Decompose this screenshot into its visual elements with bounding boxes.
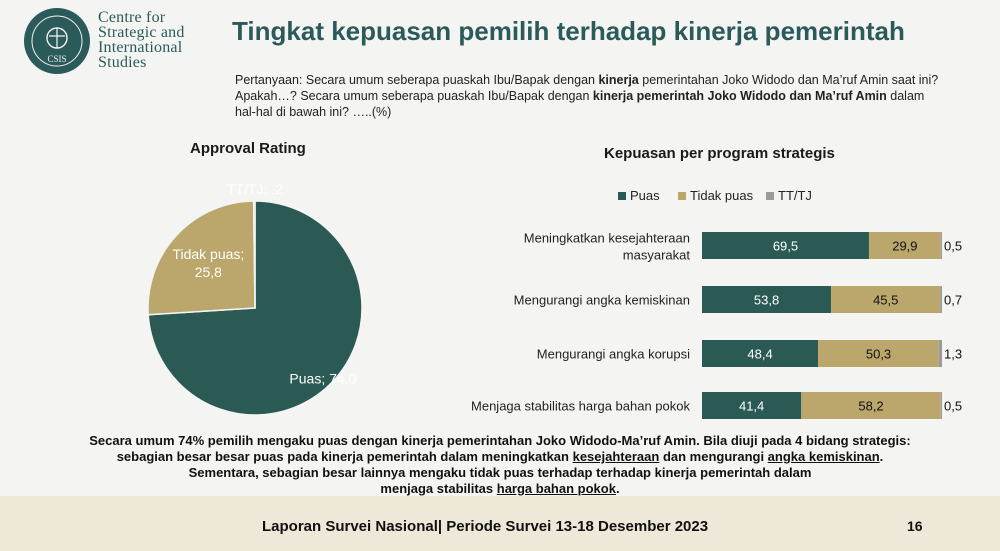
bar-tt-tj-value: 0,5: [944, 239, 962, 254]
summary-text: Secara umum 74% pemilih mengaku puas den…: [10, 433, 990, 497]
logo-line-1: Centre for: [98, 9, 166, 26]
category-label: masyarakat: [623, 248, 691, 263]
summary-underlined: kesejahteraan: [572, 449, 660, 464]
legend-tt-tj-swatch: [766, 192, 774, 200]
pie-label-tidak-puas: Tidak puas;: [172, 246, 244, 262]
question-text: Apakah…? Secara umum seberapa puaskah Ib…: [235, 89, 593, 103]
category-label: Meningkatkan kesejahteraan: [524, 231, 690, 246]
bar-tt-tj: [940, 232, 942, 259]
logo-line-4: Studies: [98, 54, 147, 71]
question-emphasis: kinerja: [598, 73, 639, 87]
bar-puas: [702, 340, 819, 367]
pie-slice-tt-tj: [252, 200, 256, 309]
question-text: Pertanyaan: Secara umum seberapa puaskah…: [235, 73, 599, 87]
pie-label-tidak-puas-value: 25,8: [195, 264, 222, 280]
bar-puas-value: 48,4: [747, 347, 772, 362]
bar-tt-tj: [940, 286, 942, 313]
category-label: Mengurangi angka kemiskinan: [514, 293, 690, 308]
category-label: Mengurangi angka korupsi: [537, 347, 690, 362]
pie-label-tt-tj: TT/TJ; ,2: [227, 181, 283, 197]
bar-tidak-puas-value: 58,2: [858, 399, 883, 414]
legend-tidak-puas-swatch: [678, 192, 686, 200]
bar-tt-tj-value: 0,7: [944, 293, 962, 308]
summary-underlined: angka kemiskinan: [767, 449, 880, 464]
bar-puas: [702, 232, 869, 259]
legend-puas-label: Puas: [630, 188, 660, 203]
bar-tt-tj-value: 1,3: [944, 347, 962, 362]
bar-tidak-puas-value: 45,5: [873, 293, 898, 308]
page-number: 16: [907, 518, 923, 534]
bar-tidak-puas-value: 50,3: [866, 347, 891, 362]
logo-wordmark: Centre for Strategic and International S…: [98, 9, 185, 71]
category-label: Menjaga stabilitas harga bahan pokok: [471, 399, 690, 414]
approval-pie-chart: Puas; 74,0 Tidak puas; 25,8 TT/TJ; ,2: [147, 181, 363, 416]
legend-tidak-puas-label: Tidak puas: [690, 188, 754, 203]
summary-line-1: Secara umum 74% pemilih mengaku puas den…: [89, 433, 911, 448]
program-bar-chart: Puas Tidak puas TT/TJ Meningkatkan kesejaht…: [471, 188, 962, 419]
summary-text: sebagian besar besar puas pada kinerja p…: [116, 449, 573, 464]
summary-underlined: harga bahan pokok: [496, 481, 616, 496]
bar-puas-value: 41,4: [739, 399, 764, 414]
footer-text: Laporan Survei Nasional| Periode Survei …: [262, 518, 709, 535]
page-title: Tingkat kepuasan pemilih terhadap kinerj…: [232, 16, 905, 46]
bar-puas-value: 69,5: [773, 239, 798, 254]
bar-tt-tj: [940, 392, 942, 419]
pie-label-puas: Puas; 74,0: [289, 370, 356, 386]
summary-text: .: [879, 449, 884, 464]
legend-puas-swatch: [618, 192, 626, 200]
summary-text: dan mengurangi: [659, 449, 768, 464]
summary-text: .: [615, 481, 620, 496]
bar-chart-title: Kepuasan per program strategis: [604, 145, 835, 162]
logo-mark: CSIS: [47, 54, 66, 64]
footer-bar: Laporan Survei Nasional| Periode Survei …: [0, 496, 1000, 551]
csis-logo: CSIS: [24, 8, 90, 74]
bar-tt-tj-value: 0,5: [944, 399, 962, 414]
bar-tidak-puas: [818, 340, 939, 367]
bar-puas: [702, 392, 802, 419]
legend-tt-tj-label: TT/TJ: [778, 188, 812, 203]
bar-tidak-puas-value: 29,9: [892, 239, 917, 254]
bar-tt-tj: [938, 340, 942, 367]
question-text: dalam: [886, 89, 925, 103]
logo-line-3: International: [98, 39, 183, 56]
summary-line-3: Sementara, sebagian besar lainnya mengak…: [188, 465, 812, 480]
survey-question: Pertanyaan: Secara umum seberapa puaskah…: [235, 72, 975, 120]
pie-chart-title: Approval Rating: [190, 140, 306, 157]
summary-text: menjaga stabilitas: [380, 481, 497, 496]
bar-tidak-puas: [868, 232, 941, 259]
question-text: pemerintahan Joko Widodo dan Ma’ruf Amin…: [638, 73, 939, 87]
logo-line-2: Strategic and: [98, 24, 185, 41]
bar-puas-value: 53,8: [754, 293, 779, 308]
bar-tidak-puas: [831, 286, 941, 313]
question-text: hal-hal di bawah ini? …..(%): [235, 105, 392, 119]
bar-tidak-puas: [801, 392, 941, 419]
bar-puas: [702, 286, 832, 313]
pie-slice-tidak-puas: [147, 200, 256, 316]
question-emphasis: kinerja pemerintah Joko Widodo dan Ma’ru…: [592, 89, 887, 103]
